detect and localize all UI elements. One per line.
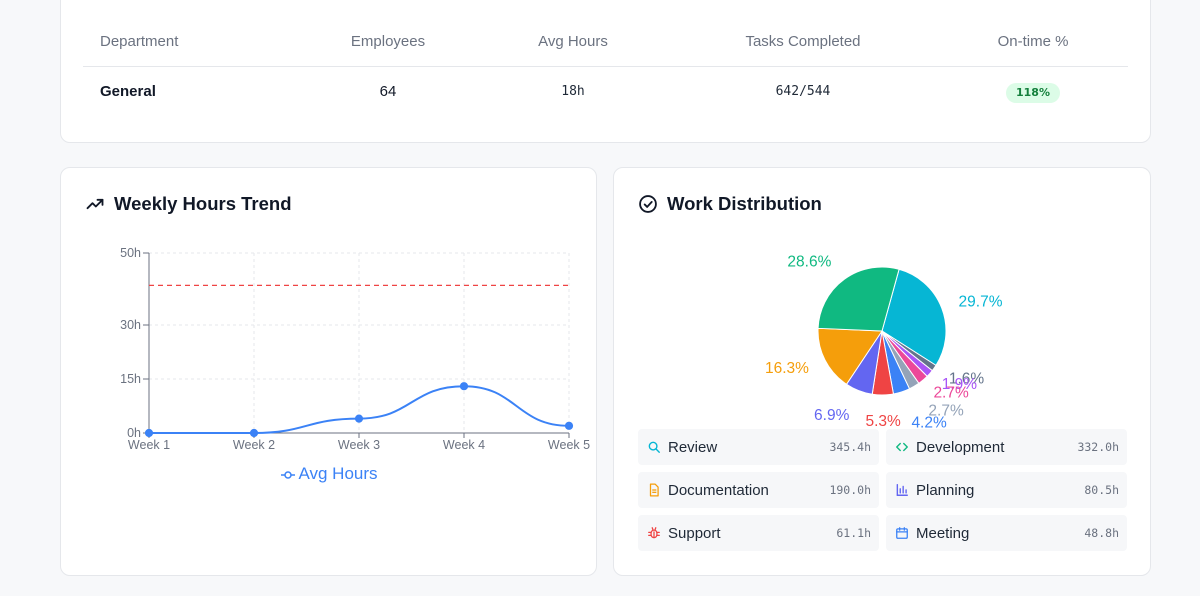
y-tick-label: 0h <box>127 426 141 440</box>
document-icon <box>647 483 661 497</box>
header-on-time[interactable]: On-time % <box>997 33 1069 50</box>
work-distribution-pie-chart: 29.7%1.6%1.9%2.7%2.7%4.2%5.3%6.9%16.3%28… <box>765 253 1003 431</box>
pie-slice-label: 2.7% <box>933 384 969 401</box>
x-tick-label: Week 5 <box>548 438 590 452</box>
x-tick-label: Week 4 <box>443 438 485 452</box>
pie-slice-label: 4.2% <box>911 414 947 431</box>
trend-card-header: Weekly Hours Trend <box>85 193 292 215</box>
legend-item-planning[interactable]: Planning 80.5h <box>886 472 1127 508</box>
pie-slice-label: 1.9% <box>942 376 978 393</box>
pie-slice-label: 28.6% <box>787 253 831 270</box>
legend-label: Review <box>668 438 718 456</box>
y-tick-label: 50h <box>120 246 141 260</box>
data-point <box>354 414 364 423</box>
cell-on-time: 118% <box>953 67 1113 117</box>
pie-slice-label: 1.6% <box>949 370 985 387</box>
cell-tasks-completed: 642/544 <box>775 84 831 99</box>
data-point <box>564 421 574 430</box>
pie-slice-label: 5.3% <box>866 413 902 430</box>
pie-slice-label: 6.9% <box>814 407 850 424</box>
distribution-card-title: Work Distribution <box>667 193 822 214</box>
search-icon <box>647 440 661 454</box>
calendar-icon <box>895 526 909 540</box>
x-tick-label: Week 1 <box>128 438 170 452</box>
check-circle-icon <box>638 194 658 214</box>
pie-slice-label: 29.7% <box>959 294 1003 311</box>
x-tick-label: Week 2 <box>233 438 275 452</box>
weekly-hours-trend-card: Weekly Hours Trend 0h 15h 30h 50h Week 1 Week… <box>60 167 597 576</box>
trend-card-title: Weekly Hours Trend <box>114 193 292 214</box>
legend-label: Development <box>916 438 1005 456</box>
legend-item-documentation[interactable]: Documentation 190.0h <box>638 472 879 508</box>
legend-item-support[interactable]: Support 61.1h <box>638 515 879 551</box>
line-legend-label: Avg Hours <box>298 464 378 483</box>
bar-chart-icon <box>895 483 909 497</box>
pie-slice <box>881 268 947 367</box>
trending-up-icon <box>85 194 105 214</box>
chart-grid <box>148 252 570 434</box>
table-row[interactable]: General 64 18h 642/544 118% <box>83 67 1128 117</box>
header-employees[interactable]: Employees <box>350 33 426 50</box>
cell-department: General <box>100 83 156 100</box>
legend-value: 48.8h <box>1084 526 1119 540</box>
legend-item-review[interactable]: Review 345.4h <box>638 429 879 465</box>
data-point <box>249 428 259 438</box>
pie-slice-label: 16.3% <box>765 360 809 377</box>
header-department[interactable]: Department <box>100 33 179 50</box>
table-header-row: Department Employees Avg Hours Tasks Com… <box>83 17 1128 67</box>
cell-employees: 64 <box>379 83 397 100</box>
pie-slice <box>817 327 883 385</box>
line-legend-marker <box>281 470 296 479</box>
legend-item-development[interactable]: Development 332.0h <box>886 429 1127 465</box>
code-icon <box>895 440 909 454</box>
legend-value: 61.1h <box>836 526 871 540</box>
data-point <box>144 428 154 438</box>
y-tick-label: 30h <box>120 318 141 332</box>
bug-icon <box>647 526 661 540</box>
line-chart-legend[interactable]: Avg Hours <box>61 464 598 484</box>
data-point <box>459 382 469 391</box>
header-tasks-completed[interactable]: Tasks Completed <box>745 33 861 50</box>
legend-value: 80.5h <box>1084 483 1119 497</box>
legend-label: Documentation <box>668 481 769 499</box>
weekly-hours-line-chart: 0h 15h 30h 50h Week 1 Week 2 Week 3 Week 4 Week … <box>120 246 590 452</box>
x-tick-label: Week 3 <box>338 438 380 452</box>
legend-value: 190.0h <box>829 483 871 497</box>
cell-avg-hours: 18h <box>561 84 585 99</box>
pie-slice <box>817 266 900 332</box>
work-distribution-card: Work Distribution 29.7% 1.6% 1.9% 2.7% 2.7% 4… <box>613 167 1151 576</box>
on-time-badge: 118% <box>1006 83 1060 103</box>
legend-label: Planning <box>916 481 975 499</box>
distribution-card-header: Work Distribution <box>638 193 822 215</box>
department-table-card: Department Employees Avg Hours Tasks Com… <box>60 0 1151 143</box>
legend-label: Meeting <box>916 524 970 542</box>
pie-slice-label: 2.7% <box>928 402 964 419</box>
header-avg-hours[interactable]: Avg Hours <box>538 33 608 50</box>
legend-label: Support <box>668 524 721 542</box>
legend-value: 345.4h <box>829 440 871 454</box>
legend-item-meeting[interactable]: Meeting 48.8h <box>886 515 1127 551</box>
series-line-avg-hours <box>149 385 570 434</box>
y-tick-label: 15h <box>120 372 141 386</box>
legend-value: 332.0h <box>1077 440 1119 454</box>
